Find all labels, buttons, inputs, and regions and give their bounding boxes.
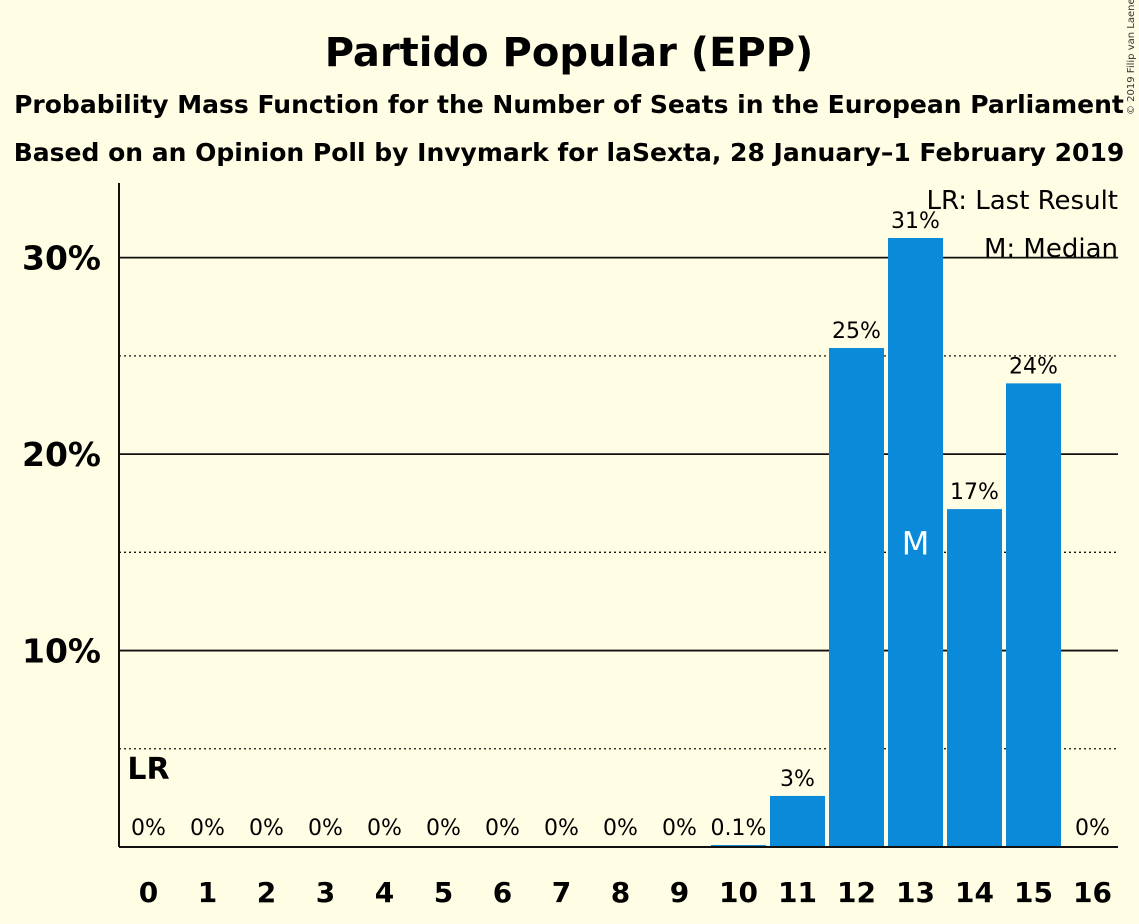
copyright-credit: © 2019 Filip van Laenen [1126,0,1137,115]
value-label-5: 0% [426,816,461,841]
x-tick-label: 13 [896,876,935,909]
x-tick-label: 3 [316,876,335,909]
bars [711,238,1061,847]
median-marker: M [902,525,930,563]
y-tick-label: 30% [22,239,101,278]
value-label-10: 0.1% [711,816,767,841]
value-label-4: 0% [367,816,402,841]
value-label-12: 25% [832,319,881,344]
bar-12 [829,348,884,847]
bar-11 [770,795,825,847]
chart-title: Partido Popular (EPP) [325,30,814,76]
value-label-14: 17% [950,480,999,505]
value-label-7: 0% [544,816,579,841]
value-label-6: 0% [485,816,520,841]
x-tick-label: 2 [257,876,276,909]
value-label-8: 0% [603,816,638,841]
x-tick-label: 0 [139,876,158,909]
value-labels: 0% LR 0% 0% 0% 0% 0% 0% 0% 0% 0% 0.1% 3% 25% 31% M 17% 24… [127,209,1110,841]
value-label-16: 0% [1075,816,1110,841]
bar-13 [888,238,943,847]
legend-median: M: Median [984,234,1118,264]
value-label-11: 3% [780,767,815,792]
bar-14 [947,509,1002,847]
chart-subtitle-1: Probability Mass Function for the Number… [14,90,1124,119]
x-tick-label: 16 [1073,876,1112,909]
x-tick-label: 15 [1014,876,1053,909]
x-tick-label: 14 [955,876,994,909]
last-result-marker: LR [127,752,169,787]
x-tick-label: 4 [375,876,394,909]
chart-subtitle-2: Based on an Opinion Poll by Invymark for… [14,138,1125,167]
value-label-15: 24% [1009,354,1058,379]
value-label-13: 31% [891,209,940,234]
x-tick-label: 9 [670,876,689,909]
value-label-3: 0% [308,816,343,841]
x-tick-label: 10 [719,876,758,909]
y-tick-label: 20% [22,435,101,474]
value-label-2: 0% [249,816,284,841]
x-tick-label: 12 [837,876,876,909]
x-tick-label: 8 [611,876,630,909]
value-label-9: 0% [662,816,697,841]
y-tick-label: 10% [22,632,101,671]
x-tick-label: 11 [778,876,817,909]
axes: 10%20%30%0 1 2 3 4 5 6 7 8 9 10 11 12 13 14 15 16 [22,183,1118,909]
x-tick-label: 6 [493,876,512,909]
x-tick-label: 1 [198,876,217,909]
value-label-1: 0% [190,816,225,841]
value-label-0: 0% [131,816,166,841]
x-tick-label: 5 [434,876,453,909]
bar-15 [1006,383,1061,847]
x-tick-label: 7 [552,876,571,909]
legend-last-result: LR: Last Result [926,186,1118,216]
